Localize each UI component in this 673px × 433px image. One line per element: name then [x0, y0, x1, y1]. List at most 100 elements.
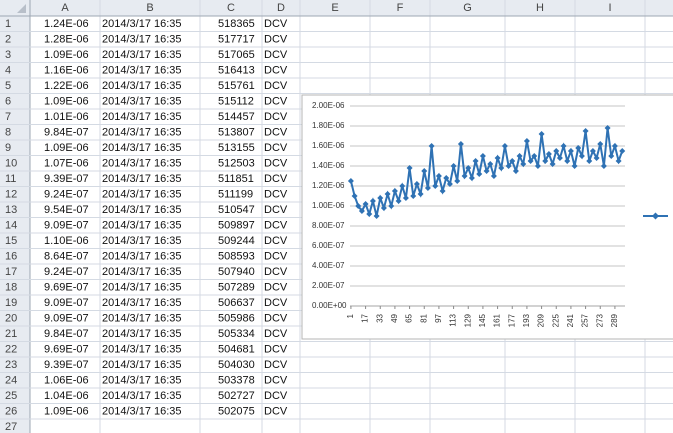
row-number: 18 — [5, 282, 17, 294]
column-header: G — [463, 2, 472, 14]
x-tick-label: 193 — [522, 313, 531, 327]
data-marker — [472, 158, 479, 164]
cell-text: 2014/3/17 16:35 — [102, 173, 182, 185]
cell-text: 2014/3/17 16:35 — [102, 158, 182, 170]
data-marker — [428, 143, 435, 149]
x-tick-label: 113 — [449, 313, 458, 326]
cell-text: 2014/3/17 16:35 — [102, 204, 182, 216]
cell-text: 2014/3/17 16:35 — [102, 80, 182, 92]
cell-text: 2014/3/17 16:35 — [102, 297, 182, 309]
cell-text: 2014/3/17 16:35 — [102, 406, 182, 418]
data-marker — [454, 178, 461, 184]
data-marker — [362, 201, 369, 207]
cell-text: 2014/3/17 16:35 — [102, 251, 182, 263]
row-number: 13 — [5, 204, 17, 216]
row-number: 25 — [5, 390, 17, 402]
cell-text: 1.07E-06 — [44, 158, 89, 170]
data-marker — [593, 155, 600, 161]
cell-text: DCV — [264, 344, 288, 356]
row-number: 16 — [5, 251, 17, 263]
cell-text: 2014/3/17 16:35 — [102, 344, 182, 356]
cell-text: 505986 — [218, 313, 255, 325]
cell-text: DCV — [264, 375, 288, 387]
cell-text: 2014/3/17 16:35 — [102, 142, 182, 154]
cell-text: 2014/3/17 16:35 — [102, 375, 182, 387]
row-number: 20 — [5, 313, 17, 325]
data-marker — [534, 163, 541, 169]
cell-text: 515761 — [218, 80, 255, 92]
chart-area[interactable] — [301, 94, 673, 340]
cell-text: DCV — [264, 34, 288, 46]
data-marker — [450, 163, 457, 169]
cell-text: DCV — [264, 297, 288, 309]
y-tick-label: 6.00E-07 — [312, 241, 345, 250]
data-marker — [509, 158, 516, 164]
cell-text: 2014/3/17 16:35 — [102, 266, 182, 278]
data-marker — [505, 163, 512, 169]
cell-text: DCV — [264, 235, 288, 247]
x-tick-label: 49 — [390, 313, 399, 322]
cell-text: 1.01E-06 — [44, 111, 89, 123]
y-tick-label: 1.60E-06 — [312, 141, 345, 150]
cell-text: 9.84E-07 — [44, 127, 89, 139]
x-tick-label: 145 — [478, 313, 487, 327]
cell-text: 516413 — [218, 65, 255, 77]
column-header: I — [608, 2, 611, 14]
y-tick-label: 2.00E-06 — [312, 101, 345, 110]
data-marker — [432, 183, 439, 189]
cell-text: 1.09E-06 — [44, 96, 89, 108]
column-header: A — [61, 2, 69, 14]
row-number: 3 — [5, 49, 11, 61]
cell-text: 2014/3/17 16:35 — [102, 34, 182, 46]
data-marker — [567, 148, 574, 154]
x-tick-label: 1 — [346, 313, 355, 318]
y-tick-label: 1.20E-06 — [312, 181, 345, 190]
data-marker — [597, 141, 604, 147]
cell-text: 9.69E-07 — [44, 282, 89, 294]
data-marker — [395, 198, 402, 204]
data-marker — [542, 158, 549, 164]
x-tick-label: 241 — [566, 313, 575, 327]
cell-text: 508593 — [218, 251, 255, 263]
row-header-bar — [0, 0, 30, 433]
row-number: 22 — [5, 344, 17, 356]
data-marker — [523, 138, 530, 144]
cell-text: DCV — [264, 359, 288, 371]
x-tick-label: 257 — [581, 313, 590, 327]
cell-text: 1.10E-06 — [44, 235, 89, 247]
x-tick-label: 97 — [434, 313, 443, 322]
row-number: 26 — [5, 406, 17, 418]
cell-text: 509897 — [218, 220, 255, 232]
data-marker — [600, 163, 607, 169]
cell-text: 509244 — [218, 235, 255, 247]
row-number: 9 — [5, 142, 11, 154]
column-header: C — [227, 2, 235, 14]
data-marker — [531, 153, 538, 159]
data-marker — [388, 203, 395, 209]
y-tick-label: 4.00E-07 — [312, 261, 345, 270]
row-number: 14 — [5, 220, 17, 232]
data-marker — [575, 145, 582, 151]
data-marker — [611, 143, 618, 149]
cell-text: 2014/3/17 16:35 — [102, 49, 182, 61]
cell-text: 2014/3/17 16:35 — [102, 359, 182, 371]
x-tick-label: 129 — [463, 313, 472, 327]
cell-text: 1.09E-06 — [44, 142, 89, 154]
cell-text: 9.24E-07 — [44, 189, 89, 201]
cell-text: 517717 — [218, 34, 255, 46]
data-marker — [351, 193, 358, 199]
y-tick-label: 0.00E+00 — [312, 301, 347, 310]
column-header: B — [146, 2, 153, 14]
data-marker — [549, 161, 556, 167]
data-marker — [571, 163, 578, 169]
select-all-corner[interactable] — [17, 4, 26, 13]
cell-text: 9.39E-07 — [44, 173, 89, 185]
cell-text: 9.39E-07 — [44, 359, 89, 371]
cell-text: 2014/3/17 16:35 — [102, 96, 182, 108]
cell-text: DCV — [264, 313, 288, 325]
data-marker — [402, 195, 409, 201]
cell-text: 2014/3/17 16:35 — [102, 282, 182, 294]
data-marker — [391, 188, 398, 194]
cell-text: 507289 — [218, 282, 255, 294]
cell-text: 2014/3/17 16:35 — [102, 235, 182, 247]
